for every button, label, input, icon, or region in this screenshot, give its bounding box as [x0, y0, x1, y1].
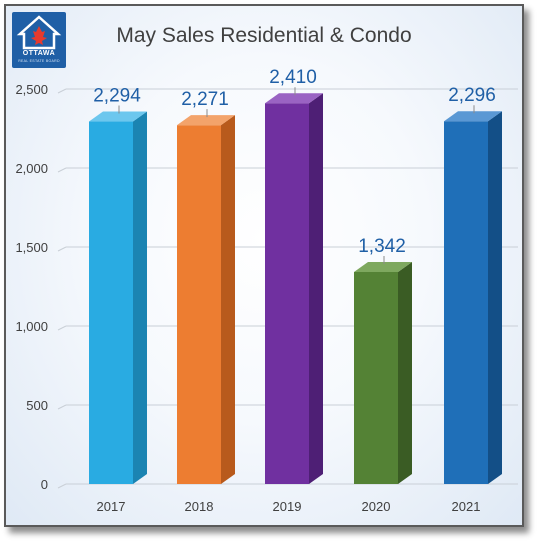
- bar-top-2019: [265, 93, 323, 104]
- y-tick-label: 2,500: [15, 82, 48, 97]
- bar-top-2017: [89, 111, 147, 122]
- gridline-depth: [57, 88, 67, 94]
- gridline-depth: [57, 167, 67, 173]
- x-tick-label: 2018: [185, 499, 214, 514]
- data-label: 1,342: [358, 236, 406, 257]
- chart-frame: OTTAWA REAL ESTATE BOARD May Sales Resid…: [4, 4, 524, 527]
- x-tick-label: 2017: [97, 499, 126, 514]
- gridline-depth: [57, 325, 67, 331]
- x-tick-label: 2019: [273, 499, 302, 514]
- data-label: 2,271: [181, 89, 229, 110]
- y-tick-label: 1,000: [15, 319, 48, 334]
- bar-side-2020: [398, 261, 412, 484]
- gridline-depth: [57, 246, 67, 252]
- bar-2019: [265, 103, 309, 484]
- bar-2020: [354, 271, 398, 484]
- y-tick-label: 1,500: [15, 240, 48, 255]
- ottawa-real-estate-board-logo: OTTAWA REAL ESTATE BOARD: [12, 12, 66, 68]
- bar-top-2021: [444, 111, 502, 122]
- y-tick-label: 500: [26, 398, 48, 413]
- x-tick-label: 2020: [362, 499, 391, 514]
- bar-chart-plot: 0 500 1,000 1,500 2,000 2,500 2,294 2017 2,271 20…: [15, 67, 518, 514]
- bar-2021: [444, 121, 488, 485]
- bar-2017: [89, 121, 133, 484]
- gridline-depth: [57, 404, 67, 410]
- bar-side-2019: [309, 93, 323, 484]
- bar-side-2018: [221, 115, 235, 484]
- data-label: 2,294: [93, 86, 141, 107]
- data-label: 2,296: [448, 85, 496, 106]
- y-tick-label: 2,000: [15, 161, 48, 176]
- bar-top-2020: [354, 261, 412, 272]
- gridline-depth: [57, 483, 67, 489]
- bar-side-2021: [488, 111, 502, 485]
- bar-2018: [177, 125, 221, 484]
- bar-top-2018: [177, 115, 235, 126]
- data-label: 2,410: [269, 67, 317, 88]
- x-tick-label: 2021: [452, 499, 481, 514]
- bar-side-2017: [133, 111, 147, 484]
- house-maple-leaf-icon: [16, 15, 62, 50]
- logo-name: OTTAWA: [22, 50, 56, 57]
- y-tick-label: 0: [41, 477, 48, 492]
- chart-title: May Sales Residential & Condo: [116, 24, 412, 47]
- logo-subtitle: REAL ESTATE BOARD: [18, 59, 60, 63]
